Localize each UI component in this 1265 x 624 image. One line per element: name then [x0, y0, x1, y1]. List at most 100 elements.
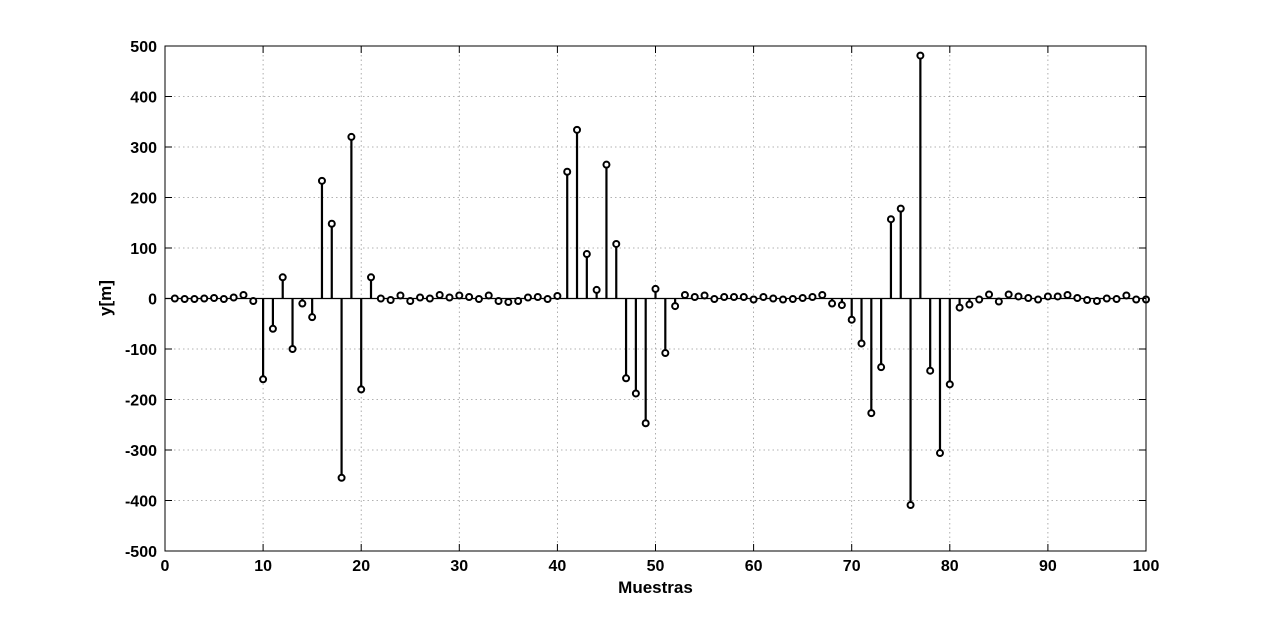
stem-marker	[1043, 292, 1052, 301]
stem-marker	[514, 297, 523, 306]
stem-marker	[808, 292, 817, 301]
stem-marker	[268, 324, 277, 333]
stem-marker	[1024, 293, 1033, 302]
stem-marker	[994, 297, 1003, 306]
stem-marker	[386, 296, 395, 305]
stem-marker	[926, 366, 935, 375]
stem-marker	[592, 285, 601, 294]
stem-marker	[779, 295, 788, 304]
x-axis-label: Muestras	[618, 578, 693, 597]
stem-marker	[474, 295, 483, 304]
stem-marker	[612, 239, 621, 248]
stem-marker	[337, 473, 346, 482]
stem-marker	[945, 380, 954, 389]
stem-marker	[1112, 295, 1121, 304]
stem-marker	[739, 292, 748, 301]
x-tick-label: 60	[745, 558, 763, 575]
stem-marker	[1063, 290, 1072, 299]
stem-marker	[406, 297, 415, 306]
stem-marker	[867, 409, 876, 418]
x-tick-label: 40	[549, 558, 567, 575]
stem-marker	[533, 292, 542, 301]
x-tick-label: 100	[1133, 558, 1160, 575]
stem-marker	[1083, 296, 1092, 305]
y-axis-label: y[m]	[96, 280, 115, 316]
y-tick-label: -200	[125, 393, 157, 410]
x-tick-label: 50	[647, 558, 665, 575]
stem-marker	[347, 132, 356, 141]
stem-marker	[700, 291, 709, 300]
stem-marker	[651, 284, 660, 293]
stem-marker	[720, 292, 729, 301]
x-tick-label: 90	[1039, 558, 1057, 575]
stem-marker	[631, 389, 640, 398]
stem-marker	[975, 295, 984, 304]
x-tick-label: 80	[941, 558, 959, 575]
stem-marker	[278, 273, 287, 282]
stem-marker	[416, 293, 425, 302]
stem-marker	[563, 167, 572, 176]
stem-marker	[906, 501, 915, 510]
stem-marker	[484, 291, 493, 300]
stem-marker	[1132, 295, 1141, 304]
stem-marker	[367, 273, 376, 282]
stem-marker	[1102, 294, 1111, 303]
stem-marker	[690, 292, 699, 301]
stem-marker	[1014, 292, 1023, 301]
stem-marker	[396, 291, 405, 300]
y-tick-label: 300	[130, 140, 157, 157]
stem-marker	[210, 293, 219, 302]
y-tick-label: -400	[125, 494, 157, 511]
stem-marker	[857, 339, 866, 348]
stem-marker	[543, 295, 552, 304]
y-tick-label: 0	[148, 292, 157, 309]
stem-marker	[828, 299, 837, 308]
stem-marker	[239, 290, 248, 299]
stem-marker	[955, 303, 964, 312]
y-tick-label: -500	[125, 544, 157, 561]
y-tick-label: -100	[125, 342, 157, 359]
stem-marker	[916, 51, 925, 60]
stem-marker	[553, 291, 562, 300]
stem-marker	[661, 349, 670, 358]
stem-marker	[622, 374, 631, 383]
stem-marker	[357, 385, 366, 394]
stem-marker	[680, 290, 689, 299]
stem-marker	[886, 215, 895, 224]
stem-marker	[504, 298, 513, 307]
x-tick-label: 10	[254, 558, 272, 575]
stem-marker	[288, 345, 297, 353]
stem-marker	[985, 290, 994, 299]
stem-marker	[200, 294, 209, 303]
stem-marker	[190, 295, 199, 304]
stem-marker	[229, 293, 238, 302]
stem-marker	[847, 315, 856, 324]
stem-marker	[494, 297, 503, 306]
stem-series	[165, 51, 1150, 510]
stem-marker	[445, 293, 454, 302]
stem-marker	[317, 176, 326, 185]
stem-marker	[641, 419, 650, 428]
stem-marker	[327, 219, 336, 228]
stem-marker	[965, 300, 974, 309]
stem-marker	[769, 294, 778, 303]
stem-marker	[582, 250, 591, 259]
y-tick-label: 500	[130, 39, 157, 56]
stem-marker	[710, 295, 719, 304]
stem-marker	[837, 301, 846, 310]
stem-marker	[523, 293, 532, 302]
x-tick-label: 70	[843, 558, 861, 575]
x-tick-label: 20	[352, 558, 370, 575]
stem-marker	[249, 297, 258, 306]
stem-marker	[1053, 292, 1062, 301]
stem-marker	[170, 294, 179, 303]
y-tick-label: 400	[130, 90, 157, 107]
stem-marker	[180, 295, 189, 304]
stem-marker	[455, 291, 464, 300]
stem-marker	[1004, 290, 1013, 299]
stem-marker	[425, 294, 434, 303]
x-tick-label: 30	[450, 558, 468, 575]
stem-marker	[1034, 295, 1043, 304]
stem-marker	[818, 290, 827, 299]
